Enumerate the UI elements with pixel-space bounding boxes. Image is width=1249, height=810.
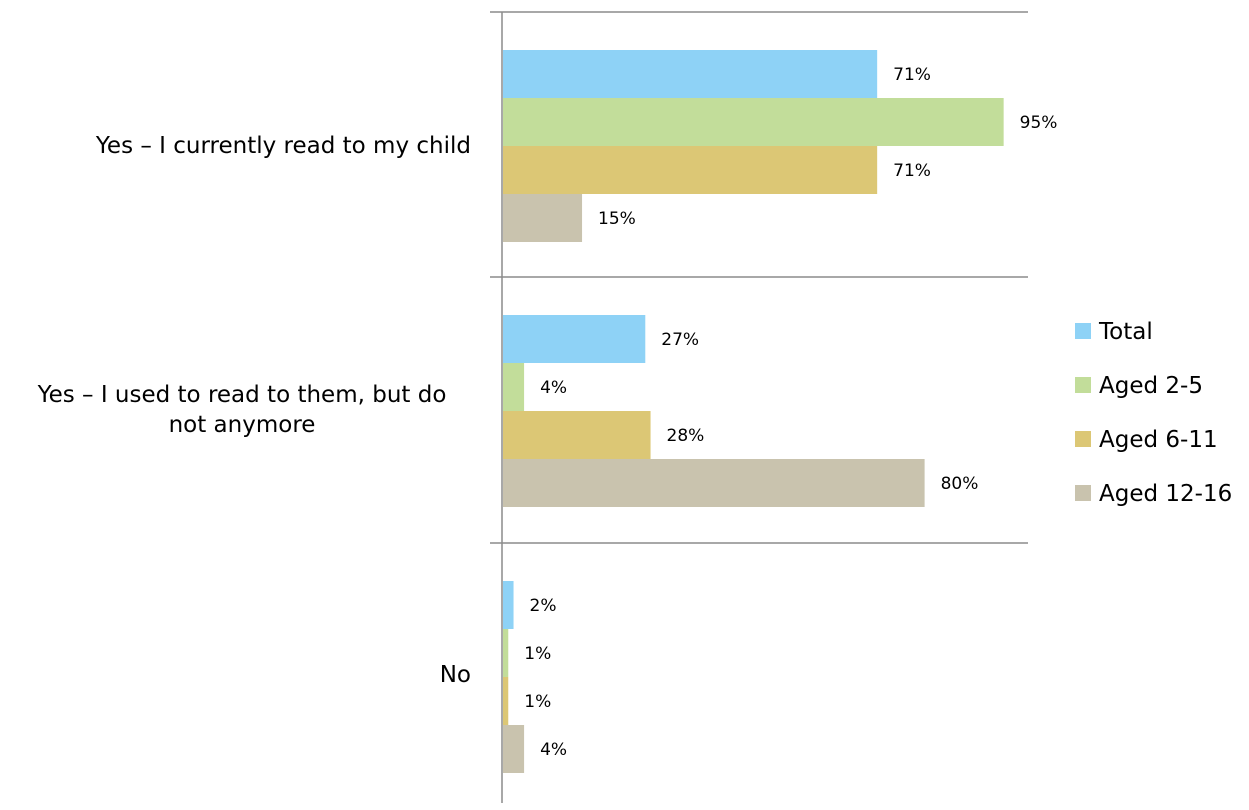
- data-label: 95%: [1020, 113, 1058, 133]
- legend-label: Total: [1098, 319, 1153, 345]
- category-label: Yes – I used to read to them, but do: [37, 382, 447, 408]
- data-label: 1%: [524, 692, 551, 712]
- bar-total: [503, 315, 645, 363]
- legend-swatch: [1075, 485, 1091, 501]
- legend: Total Aged 2-5 Aged 6-11 Aged 12-16: [1075, 319, 1232, 507]
- data-label: 27%: [661, 330, 699, 350]
- bars-layer: [503, 50, 1004, 773]
- data-label: 80%: [941, 474, 979, 494]
- bar-aged-6-11: [503, 146, 877, 194]
- bar-aged-2-5: [503, 98, 1004, 146]
- bar-total: [503, 581, 514, 629]
- bar-aged-6-11: [503, 411, 651, 459]
- category-label: not anymore: [169, 412, 316, 438]
- data-label: 28%: [667, 426, 705, 446]
- category-label: Yes – I currently read to my child: [95, 133, 471, 159]
- data-label: 4%: [540, 378, 567, 398]
- bar-aged-12-16: [503, 194, 582, 242]
- category-label: No: [440, 662, 471, 688]
- bar-total: [503, 50, 877, 98]
- legend-label: Aged 6-11: [1099, 427, 1218, 453]
- legend-label: Aged 2-5: [1099, 373, 1203, 399]
- bar-aged-12-16: [503, 459, 925, 507]
- legend-swatch: [1075, 377, 1091, 393]
- data-label: 71%: [893, 161, 931, 181]
- bar-aged-6-11: [503, 677, 508, 725]
- data-label: 71%: [893, 65, 931, 85]
- legend-swatch: [1075, 431, 1091, 447]
- bar-aged-2-5: [503, 629, 508, 677]
- data-label: 4%: [540, 740, 567, 760]
- legend-swatch: [1075, 323, 1091, 339]
- data-label: 2%: [530, 596, 557, 616]
- legend-label: Aged 12-16: [1099, 481, 1232, 507]
- data-label: 1%: [524, 644, 551, 664]
- bar-aged-2-5: [503, 363, 524, 411]
- bar-aged-12-16: [503, 725, 524, 773]
- data-label: 15%: [598, 209, 636, 229]
